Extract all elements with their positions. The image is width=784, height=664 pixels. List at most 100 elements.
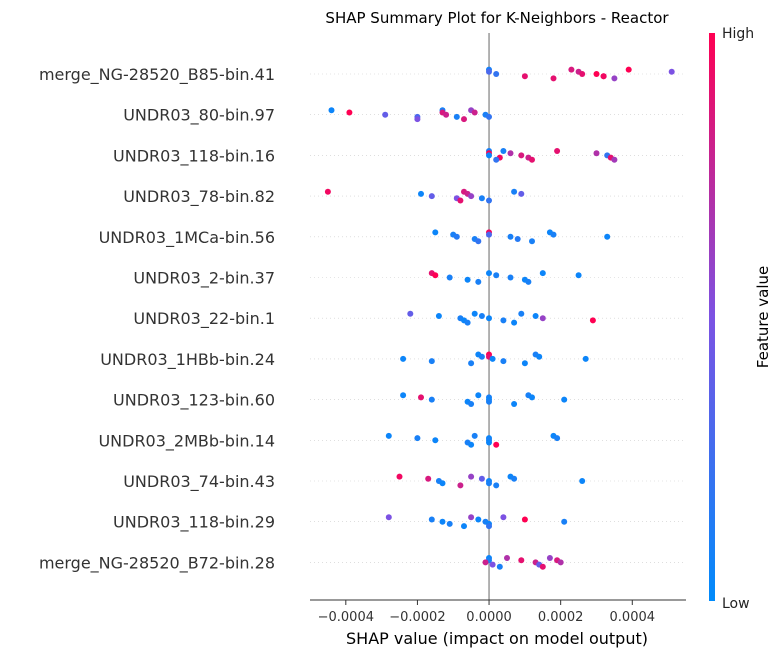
shap-point bbox=[536, 353, 543, 360]
feature-label: UNDR03_123-bin.60 bbox=[113, 391, 275, 411]
shap-point bbox=[554, 435, 561, 442]
shap-point bbox=[428, 516, 435, 523]
shap-point bbox=[507, 233, 514, 240]
shap-point bbox=[471, 310, 478, 317]
shap-point bbox=[439, 480, 446, 487]
colorbar-high-label: High bbox=[722, 26, 754, 42]
feature-label: UNDR03_1MCa-bin.56 bbox=[99, 228, 275, 248]
feature-label: UNDR03_80-bin.97 bbox=[123, 106, 275, 126]
shap-point bbox=[464, 276, 471, 283]
shap-point bbox=[511, 401, 518, 407]
shap-point bbox=[500, 358, 507, 365]
colorbar-low-label: Low bbox=[722, 596, 750, 612]
shap-point bbox=[468, 193, 475, 200]
feature-label: UNDR03_118-bin.16 bbox=[113, 146, 275, 166]
shap-points bbox=[324, 66, 675, 570]
shap-point bbox=[582, 355, 589, 362]
shap-point bbox=[554, 148, 561, 154]
shap-point bbox=[428, 396, 435, 403]
shap-point bbox=[561, 518, 568, 525]
shap-point bbox=[561, 396, 568, 403]
feature-label: UNDR03_2-bin.37 bbox=[133, 269, 275, 289]
shap-point bbox=[400, 355, 407, 362]
shap-point bbox=[507, 274, 514, 281]
shap-point bbox=[486, 398, 492, 405]
shap-point bbox=[511, 319, 518, 326]
colorbar bbox=[709, 33, 715, 601]
shap-point bbox=[478, 313, 485, 319]
shap-point bbox=[486, 197, 492, 204]
shap-point bbox=[611, 156, 618, 163]
shap-point bbox=[471, 109, 478, 116]
shap-point bbox=[500, 148, 507, 154]
feature-label: UNDR03_22-bin.1 bbox=[133, 309, 275, 329]
shap-point bbox=[478, 353, 485, 360]
shap-point bbox=[539, 563, 546, 570]
shap-point bbox=[414, 116, 421, 123]
shap-point bbox=[514, 236, 521, 242]
shap-point bbox=[539, 315, 546, 322]
shap-point bbox=[546, 555, 553, 561]
shap-point bbox=[446, 274, 453, 281]
shap-point bbox=[385, 514, 392, 521]
x-axis-ticks: −0.0004 −0.0002 0.0000 0.0002 0.0004 bbox=[318, 600, 655, 625]
shap-point bbox=[461, 116, 467, 123]
shap-point bbox=[486, 480, 492, 487]
shap-point bbox=[464, 319, 471, 326]
shap-point bbox=[486, 523, 492, 530]
shap-point bbox=[625, 66, 632, 73]
shap-point bbox=[486, 315, 492, 322]
shap-point bbox=[521, 360, 528, 367]
shap-point bbox=[407, 310, 414, 317]
shap-point bbox=[550, 231, 557, 238]
shap-point bbox=[453, 113, 460, 120]
colorbar-label: Feature value bbox=[754, 266, 772, 368]
shap-point bbox=[432, 229, 439, 236]
feature-label: UNDR03_1HBb-bin.24 bbox=[100, 350, 275, 370]
shap-point bbox=[439, 518, 446, 525]
feature-label: UNDR03_78-bin.82 bbox=[123, 187, 275, 207]
shap-point bbox=[496, 563, 503, 570]
feature-label: UNDR03_118-bin.29 bbox=[113, 513, 275, 533]
shap-point bbox=[486, 152, 492, 159]
shap-point bbox=[593, 71, 600, 77]
shap-point bbox=[521, 516, 528, 523]
shap-point bbox=[589, 317, 596, 324]
shap-point bbox=[604, 233, 611, 240]
shap-point bbox=[668, 68, 675, 75]
shap-point bbox=[414, 435, 421, 442]
shap-point bbox=[518, 190, 525, 197]
shap-point bbox=[475, 278, 482, 285]
shap-point bbox=[468, 360, 475, 367]
shap-point bbox=[511, 475, 518, 482]
shap-point bbox=[532, 313, 539, 319]
shap-point bbox=[418, 190, 424, 197]
shap-point bbox=[446, 520, 453, 527]
shap-point bbox=[489, 355, 496, 362]
shap-point bbox=[568, 66, 575, 73]
shap-point bbox=[511, 188, 518, 195]
shap-point bbox=[525, 278, 532, 285]
shap-point bbox=[493, 156, 500, 163]
shap-point bbox=[468, 401, 475, 407]
shap-point bbox=[507, 150, 514, 157]
shap-point bbox=[486, 113, 492, 120]
shap-point bbox=[428, 193, 435, 200]
feature-label: merge_NG-28520_B72-bin.28 bbox=[39, 553, 275, 573]
shap-point bbox=[400, 392, 407, 399]
feature-label: UNDR03_74-bin.43 bbox=[123, 472, 275, 492]
shap-point bbox=[471, 432, 478, 439]
shap-point bbox=[579, 478, 586, 484]
shap-point bbox=[385, 432, 392, 439]
shap-point bbox=[486, 68, 492, 75]
feature-row-guides bbox=[310, 73, 686, 563]
shap-point bbox=[396, 473, 403, 480]
shap-point bbox=[500, 317, 507, 324]
shap-point bbox=[493, 482, 500, 489]
shap-point bbox=[486, 270, 492, 277]
shap-point bbox=[482, 559, 489, 566]
shap-point bbox=[478, 195, 485, 202]
shap-point bbox=[435, 313, 442, 319]
